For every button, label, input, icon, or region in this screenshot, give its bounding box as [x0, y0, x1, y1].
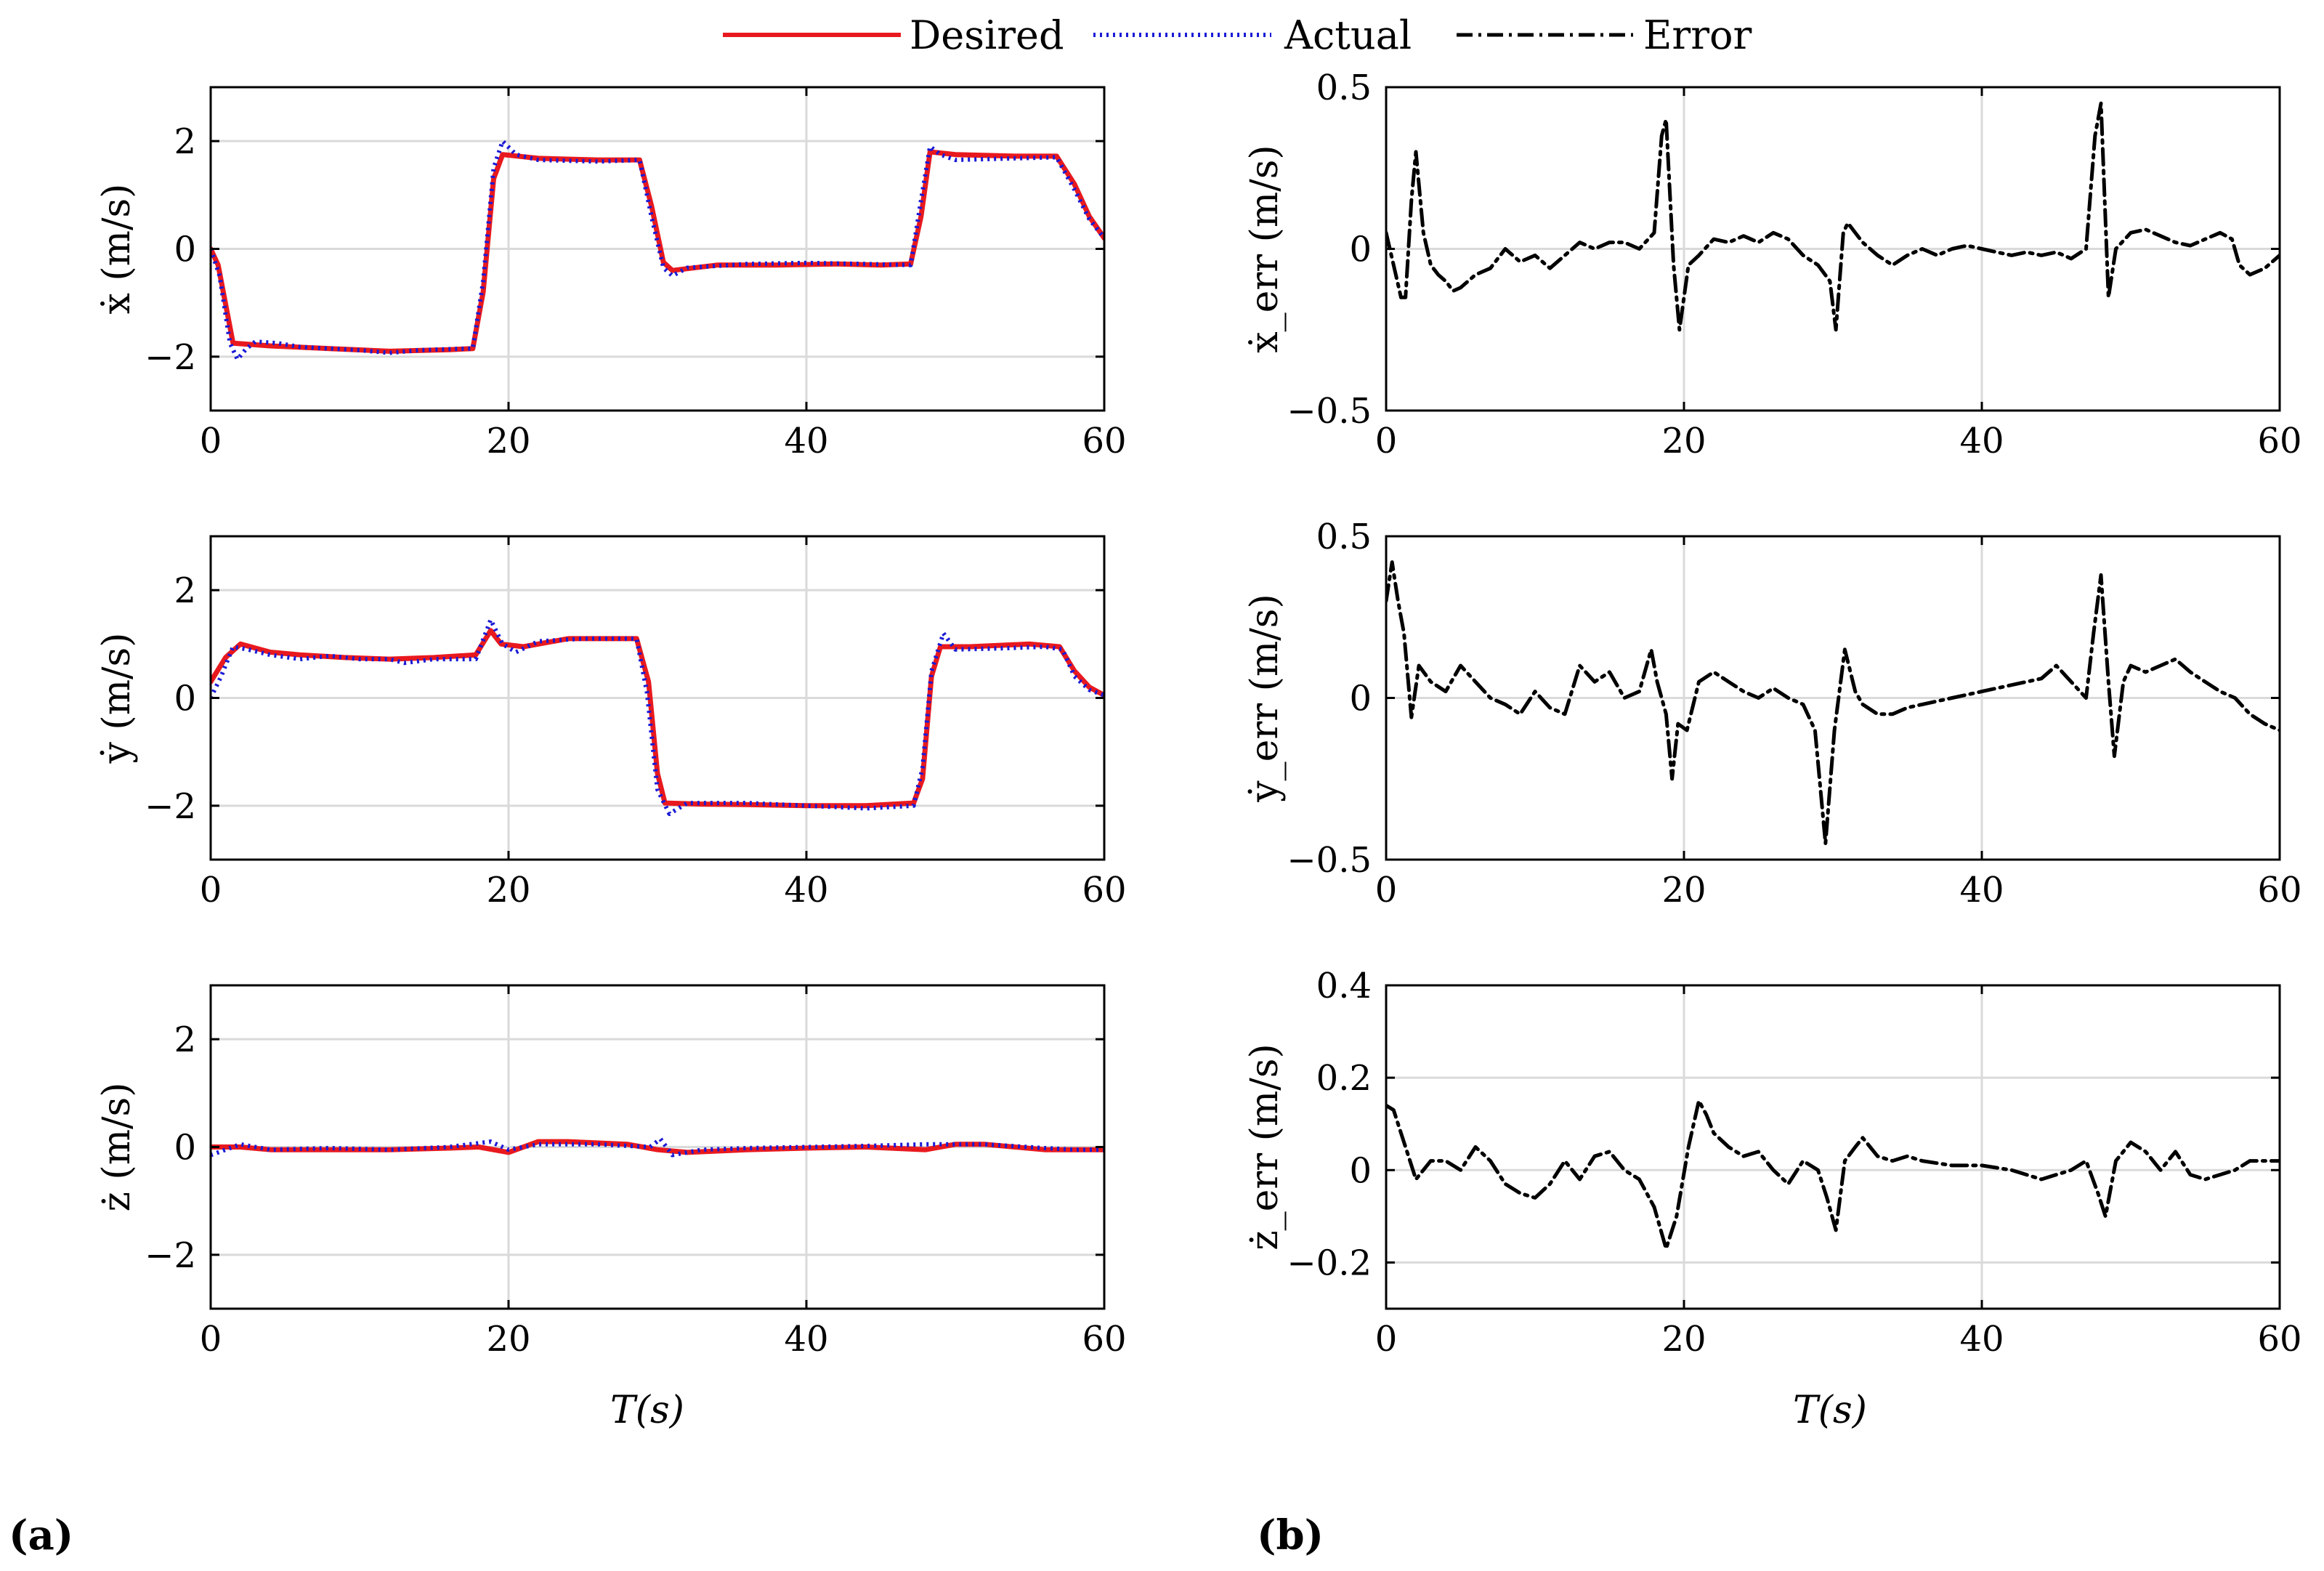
series-actual-ydot — [211, 618, 1104, 816]
xtick-label-xerr: 20 — [1661, 421, 1706, 461]
plot-ydot: 0 20 40 60 −2 0 2 ẏ (m/s) — [95, 535, 1127, 910]
ytick-label-zdot: −2 — [145, 1235, 196, 1276]
panel-label-b: (b) — [1257, 1511, 1324, 1559]
xtick-label-xerr: 0 — [1375, 421, 1398, 461]
panel-label-a: (a) — [9, 1511, 73, 1559]
ytick-label-zerr: 0.2 — [1316, 1058, 1372, 1099]
xtick-label-zerr: 0 — [1375, 1319, 1398, 1360]
xtick-label-yerr: 0 — [1375, 870, 1398, 910]
plot-xerr: 0 20 40 60−0.500.5ẋ_err (m/s) — [1243, 68, 2302, 461]
ytick-label-yerr: −0.5 — [1287, 840, 1372, 881]
ylabel-yerr: ẏ_err (m/s) — [1243, 594, 1287, 802]
ytick-label-xdot: −2 — [145, 337, 196, 378]
ytick-label-zdot: 0 — [174, 1128, 196, 1168]
series-actual-zdot — [211, 1136, 1104, 1158]
xtick-label-xdot: 20 — [486, 421, 530, 461]
ylabel-zdot: ż (m/s) — [95, 1082, 139, 1211]
series-error-xerr — [1386, 101, 2280, 332]
series-desired-ydot — [211, 628, 1104, 809]
ytick-label-zdot: 2 — [174, 1019, 196, 1060]
xtick-label-xdot: 40 — [784, 421, 828, 461]
series-error-zerr — [1386, 1099, 2280, 1251]
xlabel-right: T(s) — [1793, 1389, 1867, 1432]
plot-yerr: 0 20 40 60−0.500.5ẏ_err (m/s) — [1243, 517, 2302, 910]
ylabel-xerr: ẋ_err (m/s) — [1243, 145, 1287, 352]
ytick-label-xdot: 2 — [174, 121, 196, 162]
xtick-label-zdot: 40 — [784, 1319, 828, 1360]
plot-xdot: 0 20 40 60 −2 0 2 ẋ (m/s) — [95, 86, 1127, 461]
legend-actual-label: Actual — [1284, 12, 1412, 58]
ylabel-ydot: ẏ (m/s) — [95, 633, 139, 764]
plot-area-zerr — [1386, 985, 2280, 1309]
legend-error-label: Error — [1643, 12, 1752, 58]
xtick-label-xdot: 0 — [200, 421, 222, 461]
xtick-label-zdot: 60 — [1082, 1319, 1126, 1360]
plot-zdot: 0 20 40 60 −2 0 2 ż (m/s) — [95, 984, 1127, 1360]
ytick-label-xerr: 0.5 — [1316, 68, 1372, 108]
ytick-label-xdot: 0 — [174, 230, 196, 270]
ytick-label-ydot: 2 — [174, 570, 196, 611]
ytick-label-xerr: −0.5 — [1287, 391, 1372, 432]
ytick-label-xerr: 0 — [1349, 230, 1372, 270]
ytick-label-zerr: 0.4 — [1316, 966, 1372, 1006]
ytick-label-yerr: 0.5 — [1316, 517, 1372, 557]
xtick-label-yerr: 40 — [1959, 870, 2004, 910]
plot-zerr: 0 20 40 60−0.200.20.4ż_err (m/s) — [1243, 966, 2302, 1360]
xtick-label-xdot: 60 — [1082, 421, 1126, 461]
ylabel-zerr: ż_err (m/s) — [1243, 1043, 1287, 1251]
xtick-label-yerr: 20 — [1661, 870, 1706, 910]
xtick-label-zdot: 20 — [486, 1319, 530, 1360]
xtick-label-xerr: 40 — [1959, 421, 2004, 461]
xtick-label-zerr: 60 — [2257, 1319, 2301, 1360]
ytick-label-ydot: −2 — [145, 786, 196, 827]
xtick-label-yerr: 60 — [2257, 870, 2301, 910]
ylabel-xdot: ẋ (m/s) — [95, 184, 139, 315]
xtick-label-ydot: 40 — [784, 870, 828, 910]
xtick-label-xerr: 60 — [2257, 421, 2301, 461]
ytick-label-yerr: 0 — [1349, 679, 1372, 719]
xlabel-left: T(s) — [610, 1389, 684, 1432]
series-desired-xdot — [211, 149, 1104, 354]
ytick-label-zerr: −0.2 — [1287, 1243, 1372, 1283]
ytick-label-zerr: 0 — [1349, 1150, 1372, 1191]
xtick-label-zerr: 40 — [1959, 1319, 2004, 1360]
ytick-label-ydot: 0 — [174, 679, 196, 719]
xtick-label-zdot: 0 — [200, 1319, 222, 1360]
legend-desired-label: Desired — [910, 12, 1064, 58]
series-error-yerr — [1386, 560, 2280, 846]
legend: Desired Actual Error — [723, 12, 1752, 58]
xtick-label-ydot: 20 — [486, 870, 530, 910]
axes-frame-zerr — [1385, 984, 2281, 1310]
xtick-label-ydot: 60 — [1082, 870, 1126, 910]
xtick-label-ydot: 0 — [200, 870, 222, 910]
xtick-label-zerr: 20 — [1661, 1319, 1706, 1360]
series-actual-xdot — [211, 139, 1104, 362]
